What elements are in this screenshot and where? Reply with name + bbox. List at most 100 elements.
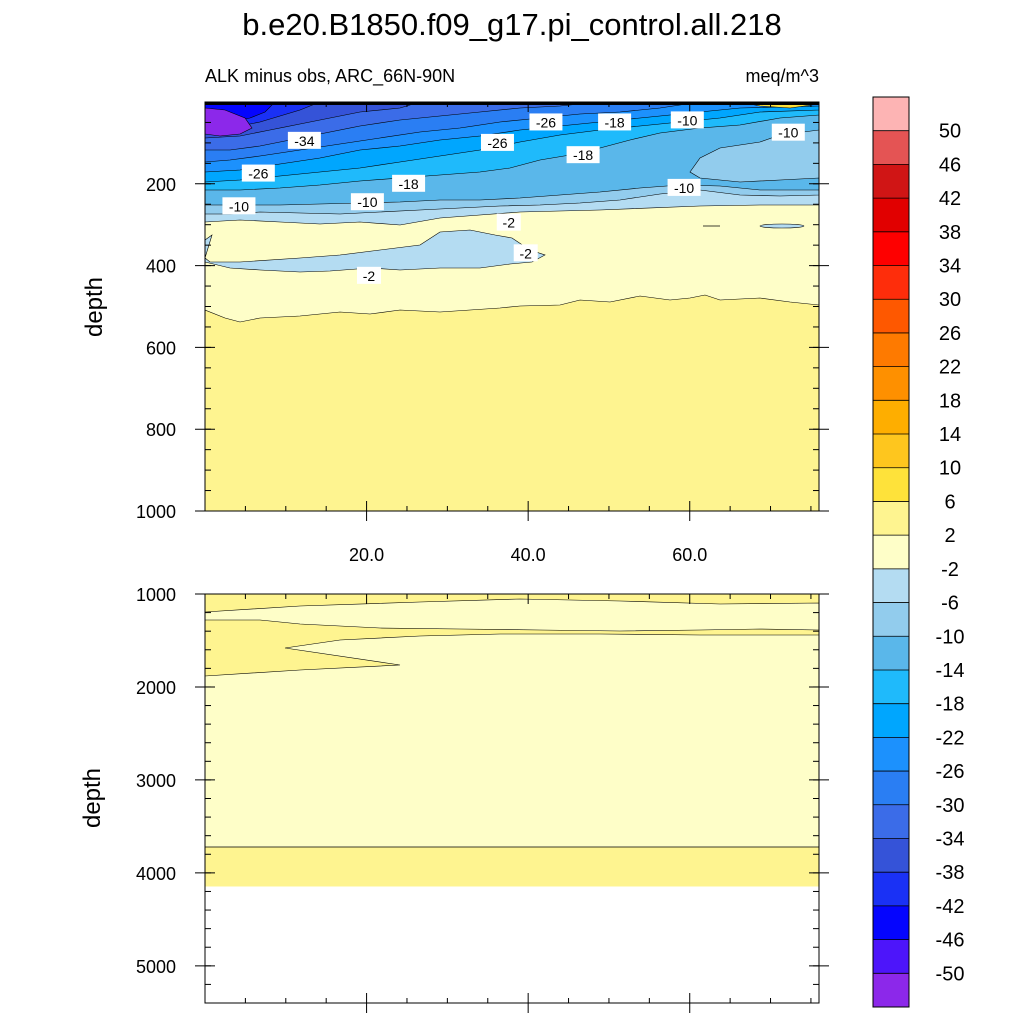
colorbar-label: 38 <box>939 222 961 244</box>
contour-label: -10 <box>229 198 249 214</box>
colorbar-swatch <box>873 703 909 738</box>
colorbar-label: 50 <box>939 121 961 143</box>
colorbar-swatch <box>873 737 909 772</box>
contour-label: -2 <box>520 245 533 261</box>
colorbar-label: 34 <box>939 256 961 278</box>
bottom-y-ticks: 1000 2000 3000 4000 5000 <box>136 585 829 1004</box>
colorbar-swatch <box>873 130 909 165</box>
colorbar-label: -6 <box>941 593 959 615</box>
bottom-panel: 1000 2000 3000 4000 5000 depth <box>79 585 829 1013</box>
contour-label-box <box>598 113 632 131</box>
contour-label-box <box>670 111 704 129</box>
contour-label: -18 <box>398 176 418 192</box>
chart-units: meq/m^3 <box>746 66 819 86</box>
colorbar-swatch <box>873 332 909 367</box>
top-panel-fills <box>205 102 819 511</box>
colorbar-swatch <box>873 973 909 1008</box>
colorbar-label: 18 <box>939 390 961 412</box>
colorbar-swatch <box>873 164 909 199</box>
contour-label: -10 <box>778 125 798 141</box>
contour-label-box <box>496 213 521 231</box>
fill-deep-neg2-2-lower <box>205 633 819 848</box>
y-tick-label: 200 <box>146 175 176 195</box>
contour-label: -18 <box>604 114 624 130</box>
y-tick-label: 3000 <box>136 771 176 791</box>
contour-label: -18 <box>573 147 593 163</box>
y-tick-label: 4000 <box>136 864 176 884</box>
fill-deep-neg2-2 <box>205 598 819 632</box>
colorbar-swatch <box>873 838 909 873</box>
contour-label-box <box>357 266 382 284</box>
contour-label-box <box>287 131 321 149</box>
colorbar-label: -42 <box>936 896 965 918</box>
contour-label-box <box>350 193 384 211</box>
chart-title: b.e20.B1850.f09_g17.pi_control.all.218 <box>242 7 782 42</box>
contour-label: -10 <box>674 180 694 196</box>
colorbar-label: 46 <box>939 154 961 176</box>
colorbar-swatch <box>873 434 909 469</box>
colorbar: 50 46 42 38 34 30 26 22 18 14 10 6 2 -2 -6 -10 -14 -18 -22… <box>872 96 965 1008</box>
colorbar-label: -38 <box>936 862 965 884</box>
y-tick-label: 800 <box>146 420 176 440</box>
colorbar-swatch <box>873 771 909 806</box>
x-tick-label: 40.0 <box>511 545 546 565</box>
colorbar-swatch <box>873 231 909 266</box>
colorbar-label: 26 <box>939 323 961 345</box>
colorbar-label: -18 <box>936 694 965 716</box>
colorbar-label: -2 <box>941 559 959 581</box>
fill-surface-strip <box>205 102 819 105</box>
colorbar-label: -30 <box>936 795 965 817</box>
colorbar-swatch <box>873 939 909 974</box>
contour-label-box <box>667 178 701 196</box>
fill-neg50-neg46 <box>205 107 253 137</box>
contour-label-box <box>771 123 805 141</box>
top-y-axis-label: depth <box>81 277 108 337</box>
colorbar-swatch <box>873 872 909 907</box>
colorbar-swatch <box>873 97 909 132</box>
colorbar-label: 42 <box>939 188 961 210</box>
colorbar-label: -26 <box>936 761 965 783</box>
colorbar-swatch <box>873 366 909 401</box>
colorbar-label: -50 <box>936 963 965 985</box>
contour-label-box <box>529 113 563 131</box>
y-tick-label: 600 <box>146 338 176 358</box>
bottom-y-axis-label: depth <box>79 768 106 828</box>
contour-label-box <box>513 244 538 262</box>
y-tick-label: 400 <box>146 257 176 277</box>
contour-label: -10 <box>357 194 377 210</box>
chart-subtitle-left: ALK minus obs, ARC_66N-90N <box>205 66 455 87</box>
contour-label: -10 <box>677 112 697 128</box>
colorbar-swatch <box>873 636 909 671</box>
colorbar-label: -34 <box>936 828 965 850</box>
colorbar-swatch <box>873 669 909 704</box>
top-panel: 200 400 600 800 1000 20.0 40.0 60.0 -34 -26 -26 -… <box>81 101 829 565</box>
colorbar-swatch <box>873 905 909 940</box>
y-tick-label: 1000 <box>136 585 176 605</box>
colorbar-swatch <box>873 198 909 233</box>
contour-label: -2 <box>503 215 516 231</box>
fill-small-blue-patch <box>759 223 805 229</box>
contour-label-box <box>566 146 600 164</box>
x-tick-label: 20.0 <box>349 545 384 565</box>
colorbar-swatch <box>873 535 909 570</box>
colorbar-label: 6 <box>944 491 955 513</box>
contour-label: -26 <box>248 166 268 182</box>
colorbar-label: -10 <box>936 626 965 648</box>
x-tick-label: 60.0 <box>672 545 707 565</box>
contour-label-box <box>480 133 514 151</box>
colorbar-label: 22 <box>939 357 961 379</box>
top-x-ticks: 20.0 40.0 60.0 <box>244 102 812 565</box>
y-tick-label: 2000 <box>136 678 176 698</box>
colorbar-swatch <box>873 265 909 300</box>
colorbar-swatch <box>873 804 909 839</box>
colorbar-swatch <box>873 501 909 536</box>
colorbar-frame <box>872 96 910 1008</box>
colorbar-swatch <box>873 299 909 334</box>
top-y-ticks: 200 400 600 800 1000 <box>136 101 829 522</box>
contour-label: -2 <box>363 268 376 284</box>
colorbar-label: 2 <box>944 525 955 547</box>
y-tick-label: 5000 <box>136 957 176 977</box>
colorbar-label: 10 <box>939 458 961 480</box>
contour-label-box <box>392 174 426 192</box>
colorbar-swatch <box>873 568 909 603</box>
